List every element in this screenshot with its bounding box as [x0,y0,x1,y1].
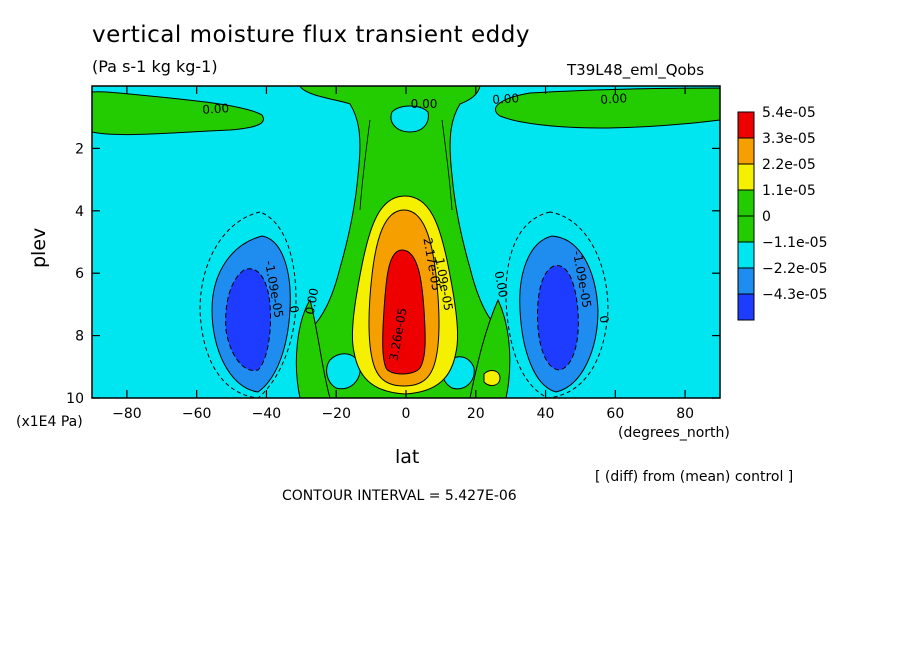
colorbar-swatch [737,215,755,243]
diff-note: [ (diff) from (mean) control ] [595,469,794,485]
colorbar-label: −4.3e-05 [762,287,827,303]
x-tick-label: 20 [467,406,485,422]
x-tick-label: 60 [606,406,624,422]
contour-label: 0.00 [492,270,510,299]
chart-title: vertical moisture flux transient eddy [92,22,530,48]
chart-units: (Pa s-1 kg kg-1) [92,57,218,76]
contour-nh-deep [537,265,579,371]
contour-upper-left-band [92,91,264,136]
x-tick-label: −20 [321,406,351,422]
contour-label: 0.00 [303,287,321,316]
colorbar-label: −1.1e-05 [762,235,827,251]
contour-sh-deep [225,268,271,371]
y-axis-units: (x1E4 Pa) [16,414,83,430]
colorbar-label: 2.2e-05 [762,157,816,173]
colorbar-swatch [737,241,755,269]
colorbar-swatch [737,189,755,217]
y-tick-label: 8 [75,329,84,345]
model-label: T39L48_eml_Qobs [567,61,705,79]
contour-label: 0.00 [492,91,520,107]
contour-field [92,86,720,398]
x-tick-label: −60 [182,406,212,422]
contour-line-a [359,119,453,211]
x-axis-label: lat [395,446,420,468]
contour-label: 0.00 [600,91,628,107]
contour-upper-right-band [494,87,720,129]
y-axis: 2 4 6 8 10 [66,141,720,407]
contour-red-core [382,249,426,375]
contour-right-lower-lobe [469,298,511,398]
colorbar: 5.4e-05 3.3e-05 2.2e-05 1.1e-05 0 −1.1e-05 −2.… [737,105,827,321]
colorbar-swatch [737,137,755,165]
colorbar-swatch [737,267,755,295]
colorbar-label: 3.3e-05 [762,131,816,147]
x-tick-label: 0 [402,406,411,422]
y-tick-label: 2 [75,141,84,157]
colorbar-label: −2.2e-05 [762,261,827,277]
colorbar-swatch [737,293,755,321]
y-tick-label: 6 [75,266,84,282]
x-axis-units: (degrees_north) [618,425,730,441]
y-tick-label: 10 [66,391,84,407]
x-tick-label: −40 [252,406,282,422]
contour-hole-left [326,353,361,390]
contour-left-lower-lobe [295,298,331,398]
colorbar-swatch [737,163,755,191]
colorbar-swatch [737,111,755,139]
contour-hole-top [390,105,429,133]
y-tick-label: 4 [75,204,84,220]
colorbar-label: 0 [762,209,771,225]
contour-label: 0.00 [202,101,230,117]
contour-label: 0.00 [411,97,438,111]
x-tick-label: 40 [537,406,555,422]
contour-label: 0 [596,314,611,324]
x-tick-label: 80 [676,406,694,422]
colorbar-label: 1.1e-05 [762,183,816,199]
x-tick-label: −80 [112,406,142,422]
contour-label: 0 [286,304,301,314]
x-axis: −80 −60 −40 −20 0 20 40 60 80 [112,86,694,422]
colorbar-label: 5.4e-05 [762,105,816,121]
contour-interval: CONTOUR INTERVAL = 5.427E-06 [282,488,517,504]
contour-yellow-blob [483,370,501,386]
